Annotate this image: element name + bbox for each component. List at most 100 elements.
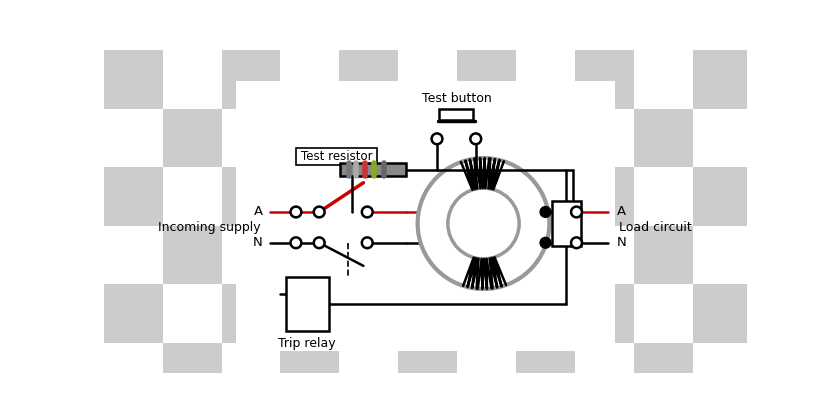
Bar <box>398 50 457 109</box>
Circle shape <box>432 133 442 144</box>
Bar <box>634 226 693 285</box>
Bar <box>634 167 693 226</box>
Bar <box>439 109 473 119</box>
Bar <box>575 50 634 109</box>
Circle shape <box>571 238 582 248</box>
Bar <box>575 167 634 226</box>
Bar <box>222 226 281 285</box>
Bar <box>634 401 693 419</box>
Bar <box>516 401 575 419</box>
Bar <box>281 401 339 419</box>
Bar <box>398 285 457 343</box>
Bar <box>104 285 163 343</box>
Bar <box>222 285 281 343</box>
Text: N: N <box>617 236 627 249</box>
Bar <box>634 343 693 401</box>
Circle shape <box>571 207 582 217</box>
Bar <box>552 201 581 246</box>
Bar <box>457 226 516 285</box>
Bar <box>575 109 634 167</box>
Bar <box>634 109 693 167</box>
Bar <box>693 401 752 419</box>
Text: A: A <box>253 205 262 218</box>
Circle shape <box>314 238 325 248</box>
Bar <box>752 401 811 419</box>
Bar <box>516 167 575 226</box>
Bar <box>516 50 575 109</box>
Bar <box>222 109 281 167</box>
Bar <box>693 343 752 401</box>
Circle shape <box>417 158 549 289</box>
Bar <box>398 343 457 401</box>
Bar <box>516 109 575 167</box>
Bar <box>457 109 516 167</box>
Bar <box>163 226 222 285</box>
Bar <box>163 109 222 167</box>
Bar <box>398 167 457 226</box>
Bar <box>752 343 811 401</box>
Bar <box>104 109 163 167</box>
Bar <box>222 167 281 226</box>
Bar <box>516 226 575 285</box>
Text: A: A <box>617 205 626 218</box>
Circle shape <box>362 238 373 248</box>
Bar <box>339 167 398 226</box>
Bar <box>339 50 398 109</box>
Bar <box>339 401 398 419</box>
Text: Load circuit: Load circuit <box>619 221 692 234</box>
Bar <box>575 401 634 419</box>
Bar <box>457 50 516 109</box>
Bar <box>752 109 811 167</box>
Text: Test resistor: Test resistor <box>300 150 373 163</box>
Circle shape <box>362 207 373 217</box>
Bar <box>457 167 516 226</box>
Bar <box>222 343 281 401</box>
Text: Trip relay: Trip relay <box>278 337 336 350</box>
Bar <box>634 50 693 109</box>
Circle shape <box>540 207 551 217</box>
Circle shape <box>290 207 301 217</box>
Bar <box>575 343 634 401</box>
Circle shape <box>540 238 551 248</box>
Bar <box>163 285 222 343</box>
Bar <box>575 285 634 343</box>
Bar <box>339 109 398 167</box>
Bar <box>281 167 339 226</box>
Bar <box>752 285 811 343</box>
Circle shape <box>314 207 325 217</box>
Bar <box>236 81 615 351</box>
Bar <box>104 226 163 285</box>
Bar <box>104 167 163 226</box>
Bar <box>516 343 575 401</box>
Circle shape <box>471 133 481 144</box>
Text: Test button: Test button <box>422 91 491 104</box>
Bar <box>398 401 457 419</box>
Bar <box>163 167 222 226</box>
Text: Incoming supply: Incoming supply <box>159 221 261 234</box>
Bar <box>516 285 575 343</box>
Bar <box>457 401 516 419</box>
Bar <box>281 109 339 167</box>
Bar <box>634 285 693 343</box>
Bar <box>296 148 378 165</box>
Bar <box>752 226 811 285</box>
Bar <box>752 167 811 226</box>
Bar <box>457 285 516 343</box>
Bar <box>281 50 339 109</box>
Bar <box>104 343 163 401</box>
Circle shape <box>290 238 301 248</box>
Bar <box>693 50 752 109</box>
Bar <box>693 226 752 285</box>
Bar <box>163 50 222 109</box>
Bar <box>339 343 398 401</box>
Bar <box>693 285 752 343</box>
Bar <box>281 285 339 343</box>
Bar <box>457 343 516 401</box>
Bar <box>104 50 163 109</box>
Bar <box>575 226 634 285</box>
Bar <box>286 277 329 331</box>
Bar <box>163 343 222 401</box>
Bar <box>281 343 339 401</box>
Circle shape <box>448 188 519 259</box>
Bar <box>222 401 281 419</box>
